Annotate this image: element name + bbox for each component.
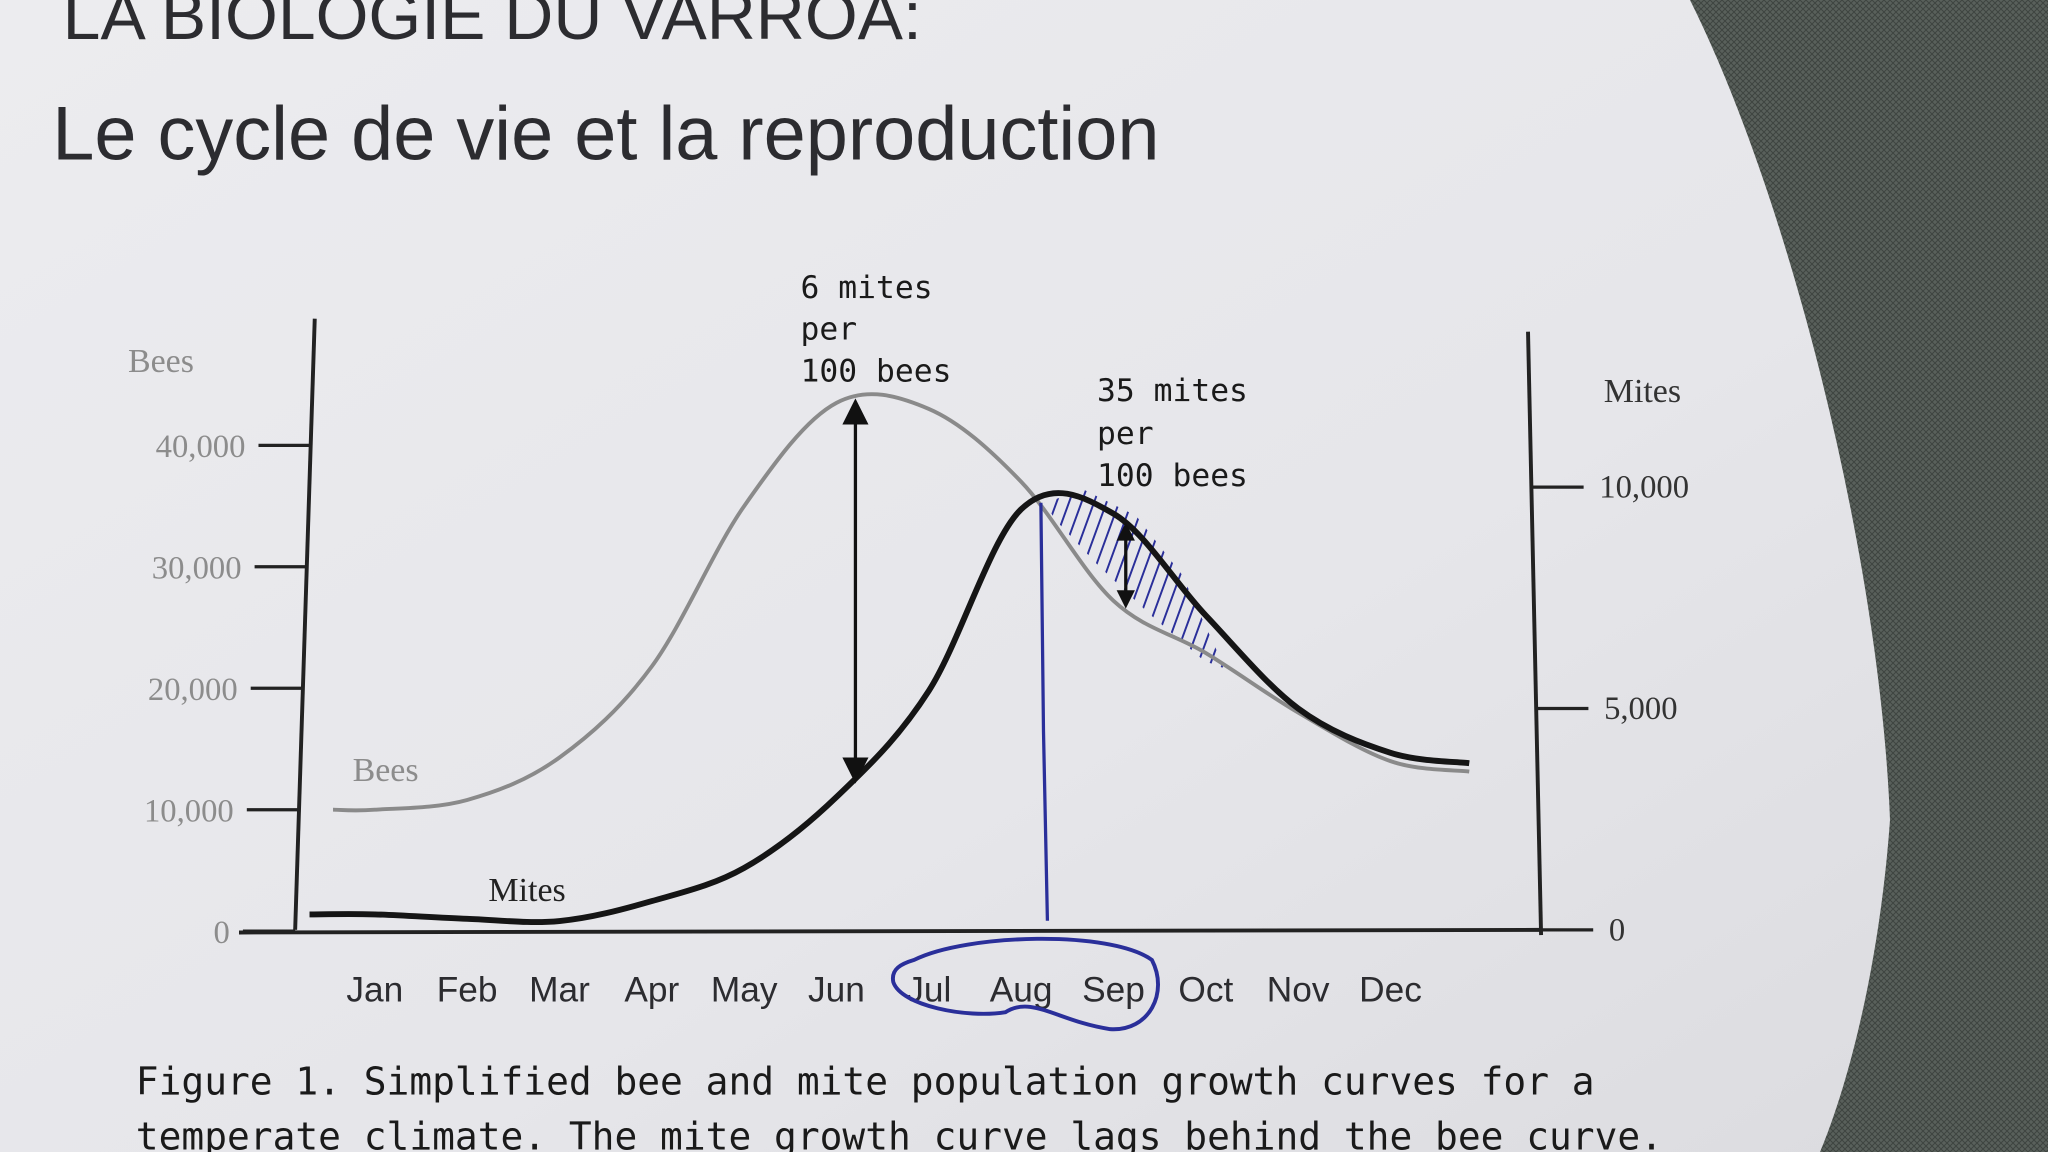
right-tick-label: 10,000 bbox=[1599, 470, 1689, 506]
month-label-jan: Jan bbox=[346, 971, 403, 1010]
annotation-6-mites: 6 mites per 100 bees bbox=[801, 270, 952, 390]
month-label-mar: Mar bbox=[529, 971, 590, 1010]
left-tick-label: 30,000 bbox=[152, 551, 242, 587]
left-tick-label: 40,000 bbox=[156, 429, 246, 465]
right-axis-label: Mites bbox=[1604, 373, 1681, 410]
month-label-sep: Sep bbox=[1082, 971, 1145, 1010]
month-label-aug: Aug bbox=[990, 971, 1053, 1010]
left-tick-label: 0 bbox=[214, 915, 230, 951]
figure-caption-line2: temperate climate. The mite growth curve… bbox=[136, 1114, 1663, 1152]
left-axis bbox=[293, 318, 317, 930]
month-label-feb: Feb bbox=[437, 971, 498, 1010]
annotation-text: per bbox=[801, 312, 858, 348]
mites-curve bbox=[309, 490, 1470, 925]
left-axis-label: Bees bbox=[128, 343, 194, 380]
month-label-nov: Nov bbox=[1267, 971, 1330, 1010]
blue-pen-line bbox=[1039, 502, 1050, 921]
annotation-text: 100 bees bbox=[801, 353, 952, 389]
mites-curve-label: Mites bbox=[488, 872, 565, 909]
annotation-text: per bbox=[1097, 416, 1154, 452]
month-label-jun: Jun bbox=[808, 971, 865, 1010]
annotation-text: 35 mites bbox=[1097, 373, 1248, 409]
right-tick-label: 0 bbox=[1609, 912, 1625, 948]
figure-caption-line1: Figure 1. Simplified bee and mite popula… bbox=[136, 1059, 1595, 1103]
slide-title-line1: LA BIOLOGIE DU VARROA: bbox=[63, 0, 922, 54]
bees-curve bbox=[333, 392, 1470, 813]
month-label-dec: Dec bbox=[1359, 971, 1422, 1010]
annotation-text: 6 mites bbox=[801, 270, 933, 306]
paper-sheet bbox=[0, 0, 1890, 1152]
blue-pen-circle-jul-sep bbox=[890, 936, 1160, 1032]
right-axis bbox=[1526, 331, 1544, 936]
annotation-35-mites: 35 mites per 100 bees bbox=[1097, 373, 1248, 494]
left-tick-label: 20,000 bbox=[148, 672, 238, 708]
bees-curve-label: Bees bbox=[353, 752, 419, 789]
month-label-jul: Jul bbox=[906, 971, 951, 1010]
arrowheads bbox=[1116, 522, 1135, 609]
annotation-text: 100 bees bbox=[1097, 458, 1248, 494]
month-label-apr: Apr bbox=[624, 971, 679, 1010]
x-axis bbox=[238, 927, 1542, 935]
month-label-oct: Oct bbox=[1178, 971, 1233, 1010]
left-tick-label: 10,000 bbox=[144, 793, 234, 829]
slide-title-line2: Le cycle de vie et la reproduction bbox=[52, 91, 1159, 176]
right-tick-label: 5,000 bbox=[1604, 691, 1677, 727]
hatched-region bbox=[1044, 489, 1226, 669]
month-label-may: May bbox=[711, 971, 778, 1010]
